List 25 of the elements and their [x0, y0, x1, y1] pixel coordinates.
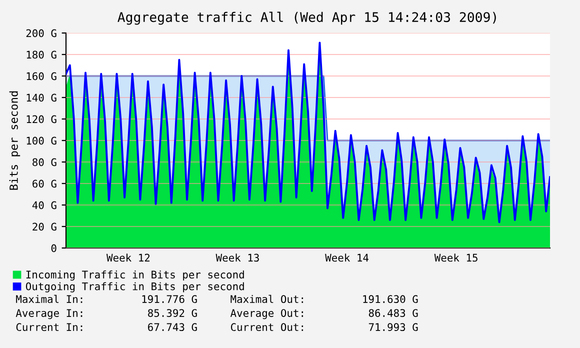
y-tick-label: 60 G: [32, 180, 56, 188]
x-tick-label: Week 13: [216, 254, 259, 262]
text: Maximal Out: 191.630 G: [230, 294, 418, 304]
text: Maximal In: 191.776 G: [16, 294, 197, 304]
y-tick-label: 200 G: [26, 29, 56, 38]
text: Average Out: 86.483 G: [230, 309, 418, 320]
y-axis-title: Bits per second: [9, 91, 20, 190]
text: Current In: 67.743 G: [16, 323, 197, 332]
y-tick-label: 80 G: [32, 158, 56, 166]
legend-label: Outgoing Traffic in Bits per second: [26, 282, 244, 292]
y-tick-label: 40 G: [32, 201, 56, 210]
chart-title: Aggregate traffic All (Wed Apr 15 14:24:03 2009): [118, 12, 496, 25]
text: Current Out: 71.993 G: [230, 323, 418, 332]
y-tick-label: 100 G: [26, 136, 56, 145]
legend-label: Incoming Traffic in Bits per second: [26, 270, 244, 281]
y-tick-label: 120 G: [26, 115, 56, 124]
y-tick-label: 160 G: [26, 72, 56, 80]
x-tick-label: Week 15: [434, 254, 478, 262]
y-tick-label: 140 G: [26, 94, 56, 102]
x-tick-label: Week 12: [106, 254, 150, 262]
y-tick-label: 180 G: [26, 50, 56, 59]
x-tick-label: Week 14: [325, 254, 368, 262]
y-tick-label: 20 G: [32, 222, 56, 231]
text: Average In: 85.392 G: [16, 309, 197, 320]
y-tick-label: 0: [51, 244, 56, 252]
